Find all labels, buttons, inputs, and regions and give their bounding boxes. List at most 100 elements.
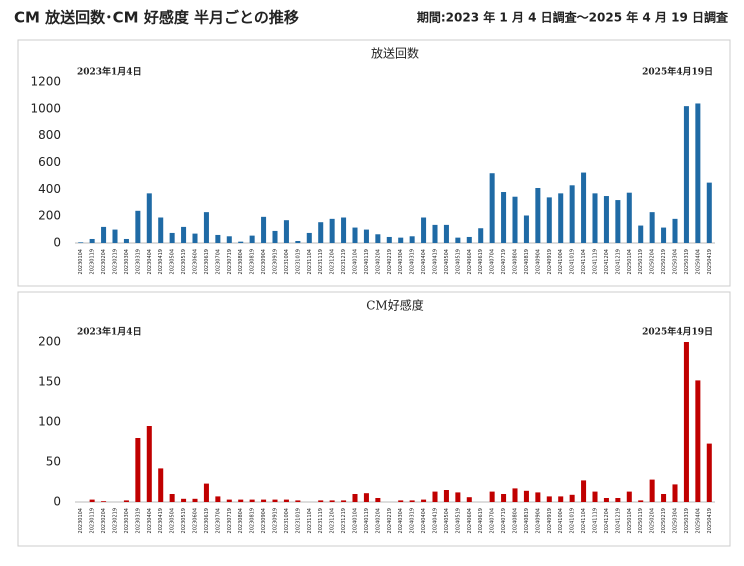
bar [158,217,164,243]
bar [101,226,107,243]
x-tick-label: 20230604 [193,249,199,274]
x-tick-label: 20230719 [227,249,233,274]
x-tick-label: 20230419 [158,508,164,533]
x-tick-label: 20240119 [364,249,370,274]
bar [272,230,278,243]
x-tick-label: 20240319 [410,249,416,274]
bar [615,498,621,502]
bar [581,480,587,502]
x-tick-label: 20240804 [513,508,519,533]
x-tick-label: 20230604 [193,508,199,533]
bar [329,218,335,243]
x-tick-label: 20250319 [684,508,690,533]
y-tick-label: 0 [53,495,61,509]
x-tick-label: 20250219 [661,249,667,274]
bar [78,242,84,243]
x-tick-label: 20240419 [433,249,439,274]
bar [261,499,267,502]
bar [112,229,118,243]
bar [101,501,107,502]
x-tick-label: 20230219 [113,249,119,274]
x-tick-label: 20240704 [490,249,496,274]
bar [501,192,507,243]
annotation: 2023年1月4日 [77,326,142,338]
bar [626,491,632,502]
bar [592,491,598,502]
bar [295,500,301,502]
bar [546,197,552,243]
x-tick-label: 20230219 [113,508,119,533]
y-tick-label: 50 [46,455,61,469]
x-tick-label: 20230504 [170,249,176,274]
x-tick-label: 20231019 [295,249,301,274]
x-tick-label: 20240304 [398,249,404,274]
bar [603,498,609,502]
x-tick-label: 20240504 [444,508,450,533]
chart-title: 放送回数 [371,46,419,61]
bar [523,215,529,243]
x-tick-label: 20240704 [490,508,496,533]
x-tick-label: 20231119 [318,508,324,533]
bar [146,193,152,243]
x-tick-label: 20240819 [524,249,530,274]
x-tick-label: 20230119 [90,249,96,274]
bar [363,229,369,243]
bar [135,438,141,502]
bar [535,187,541,243]
x-tick-label: 20230719 [227,508,233,533]
x-tick-label: 20250319 [684,249,690,274]
x-tick-label: 20231004 [284,508,290,533]
x-tick-label: 20240319 [410,508,416,533]
bar [192,498,198,502]
bar [318,222,324,243]
bar [546,496,552,502]
bar [501,494,507,502]
bar [363,493,369,502]
bar [615,200,621,243]
x-tick-label: 20231004 [284,249,290,274]
bar [455,492,461,502]
bar [272,499,278,502]
bar [558,496,564,502]
x-tick-label: 20240219 [387,249,393,274]
x-tick-label: 20241219 [615,249,621,274]
x-tick-label: 20230304 [124,249,130,274]
bar [421,217,427,243]
x-tick-label: 20241204 [604,508,610,533]
bar [261,216,267,243]
bar [649,212,655,243]
bar [341,217,347,243]
x-tick-label: 20240919 [547,508,553,533]
x-tick-label: 20240619 [478,249,484,274]
x-tick-label: 20250204 [650,508,656,533]
page-subtitle: 期間:2023 年 1 月 4 日調査～2025 年 4 月 19 日調査 [417,10,729,25]
bar [341,500,347,502]
bar [226,236,232,243]
x-tick-label: 20250219 [661,508,667,533]
x-tick-label: 20230319 [135,508,141,533]
bar [158,468,164,502]
x-tick-label: 20241119 [593,508,599,533]
bar [489,491,495,502]
bar [135,210,141,243]
bar [181,226,187,243]
x-tick-label: 20230904 [261,508,267,533]
x-tick-label: 20230304 [124,508,130,533]
x-tick-label: 20230519 [181,508,187,533]
bar [661,494,667,502]
bar [569,185,575,243]
x-tick-label: 20250119 [638,249,644,274]
bar [466,497,472,502]
y-tick-label: 1000 [30,101,61,115]
bar [398,237,404,243]
y-tick-label: 150 [38,375,61,389]
x-tick-label: 20230619 [204,508,210,533]
x-tick-label: 20230519 [181,249,187,274]
x-tick-label: 20230804 [238,249,244,274]
x-tick-label: 20240419 [433,508,439,533]
y-tick-label: 200 [38,209,61,223]
x-tick-label: 20240204 [375,508,381,533]
x-tick-label: 20230804 [238,508,244,533]
bar [249,235,255,243]
bar [443,224,449,243]
